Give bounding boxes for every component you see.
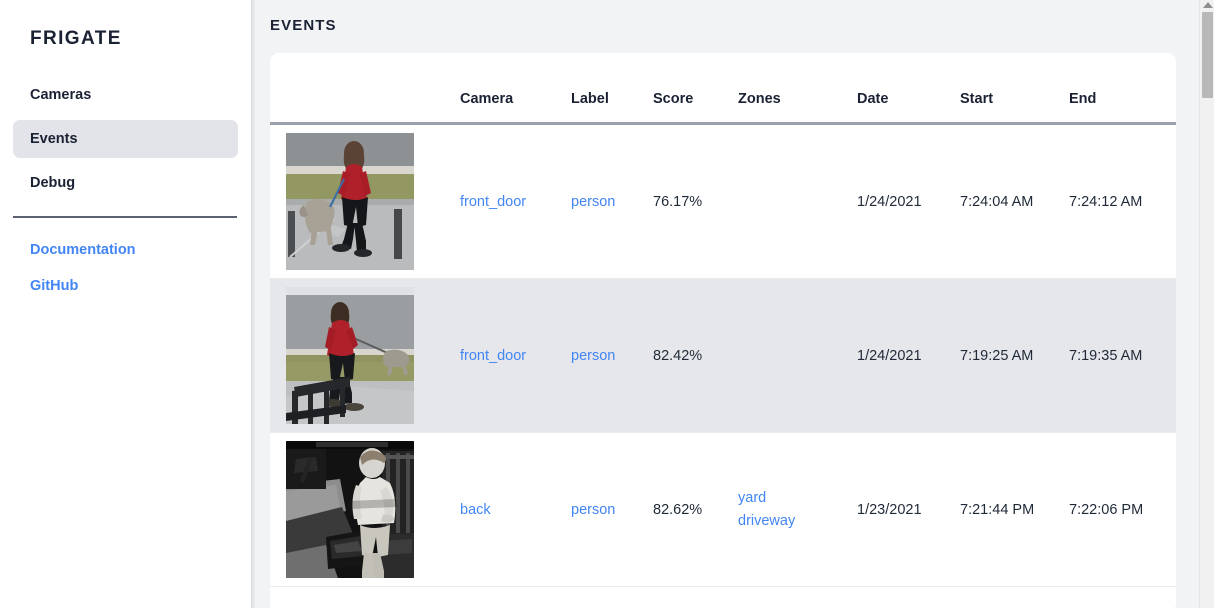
event-camera-link[interactable]: front_door [460, 347, 527, 364]
event-zones-cell [738, 279, 857, 433]
column-header-zones: Zones [738, 91, 781, 107]
event-start-cell: 7:24:04 AM [960, 193, 1034, 210]
event-zones-list: yard driveway [738, 487, 857, 532]
sidebar-item-cameras[interactable]: Cameras [30, 87, 92, 103]
event-camera-cell: front_door [460, 279, 571, 433]
sidebar-link-documentation[interactable]: Documentation [30, 242, 136, 258]
event-label-link[interactable]: person [571, 347, 616, 364]
event-date-cell: 1/24/2021 [857, 347, 922, 364]
event-thumbnail-cell [270, 124, 460, 279]
event-thumbnail-image[interactable] [286, 133, 414, 270]
sidebar-item-events[interactable]: Events [13, 120, 238, 158]
event-start-cell: 7:19:25 AM [960, 347, 1034, 364]
event-end-cell: 7:19:35 AM [1069, 347, 1143, 364]
event-label-cell: person [571, 279, 653, 433]
header-row: Camera Label Score Zones Date Start End [270, 53, 1176, 124]
main-content: EVENTS Camera Label Score Zones Date Sta… [251, 0, 1214, 608]
event-score-cell: 82.62% [653, 501, 703, 518]
event-camera-link[interactable]: front_door [460, 193, 527, 210]
event-zone-link-yard[interactable]: yard [738, 490, 767, 507]
event-end-cell: 7:24:12 AM [1069, 193, 1143, 210]
table-row[interactable]: front_door person 76.17% 1/24/2021 7:24:… [270, 124, 1176, 279]
event-camera-link[interactable]: back [460, 501, 491, 518]
event-label-link[interactable]: person [571, 501, 616, 518]
event-camera-cell: back [460, 433, 571, 587]
event-score-cell: 76.17% [653, 193, 703, 210]
event-thumbnail-cell [270, 279, 460, 433]
event-start-cell: 7:21:44 PM [960, 501, 1035, 518]
table-row[interactable]: back person 82.62% yard driveway 1/ [270, 433, 1176, 587]
event-thumbnail-image[interactable] [286, 441, 414, 578]
sidebar-divider [13, 216, 237, 218]
event-score-cell: 82.42% [653, 347, 703, 364]
event-zone-link-driveway[interactable]: driveway [738, 512, 796, 529]
column-header-end: End [1069, 91, 1097, 107]
event-end-cell: 7:22:06 PM [1069, 501, 1144, 518]
event-thumbnail-image[interactable] [286, 287, 414, 424]
brand-title: FRIGATE [30, 28, 122, 49]
column-header-date: Date [857, 91, 889, 107]
events-table-header: Camera Label Score Zones Date Start End [270, 53, 1176, 124]
sidebar: FRIGATE Cameras Events Debug Documentati… [0, 0, 256, 608]
column-header-camera: Camera [460, 91, 514, 107]
event-zones-cell: yard driveway [738, 433, 857, 587]
sidebar-item-debug[interactable]: Debug [30, 175, 76, 191]
event-label-cell: person [571, 124, 653, 279]
events-table: Camera Label Score Zones Date Start End [270, 53, 1176, 587]
event-date-cell: 1/23/2021 [857, 501, 922, 518]
event-label-link[interactable]: person [571, 193, 616, 210]
event-camera-cell: front_door [460, 124, 571, 279]
events-card: Camera Label Score Zones Date Start End [270, 53, 1176, 608]
event-zones-cell [738, 124, 857, 279]
events-table-body: front_door person 76.17% 1/24/2021 7:24:… [270, 124, 1176, 587]
event-thumbnail-cell [270, 433, 460, 587]
column-header-score: Score [653, 91, 694, 107]
page-scrollbar[interactable] [1199, 0, 1214, 608]
event-date-cell: 1/24/2021 [857, 193, 922, 210]
table-row[interactable]: front_door person 82.42% 1/24/2021 7:19:… [270, 278, 1176, 433]
column-header-start: Start [960, 91, 994, 107]
scrollbar-thumb[interactable] [1202, 12, 1213, 98]
event-label-cell: person [571, 433, 653, 587]
page-title: EVENTS [270, 17, 337, 34]
scroll-up-arrow-icon[interactable] [1203, 2, 1213, 8]
column-header-label: Label [571, 91, 609, 107]
column-header-thumbnail [270, 53, 460, 124]
sidebar-link-github[interactable]: GitHub [30, 278, 79, 294]
